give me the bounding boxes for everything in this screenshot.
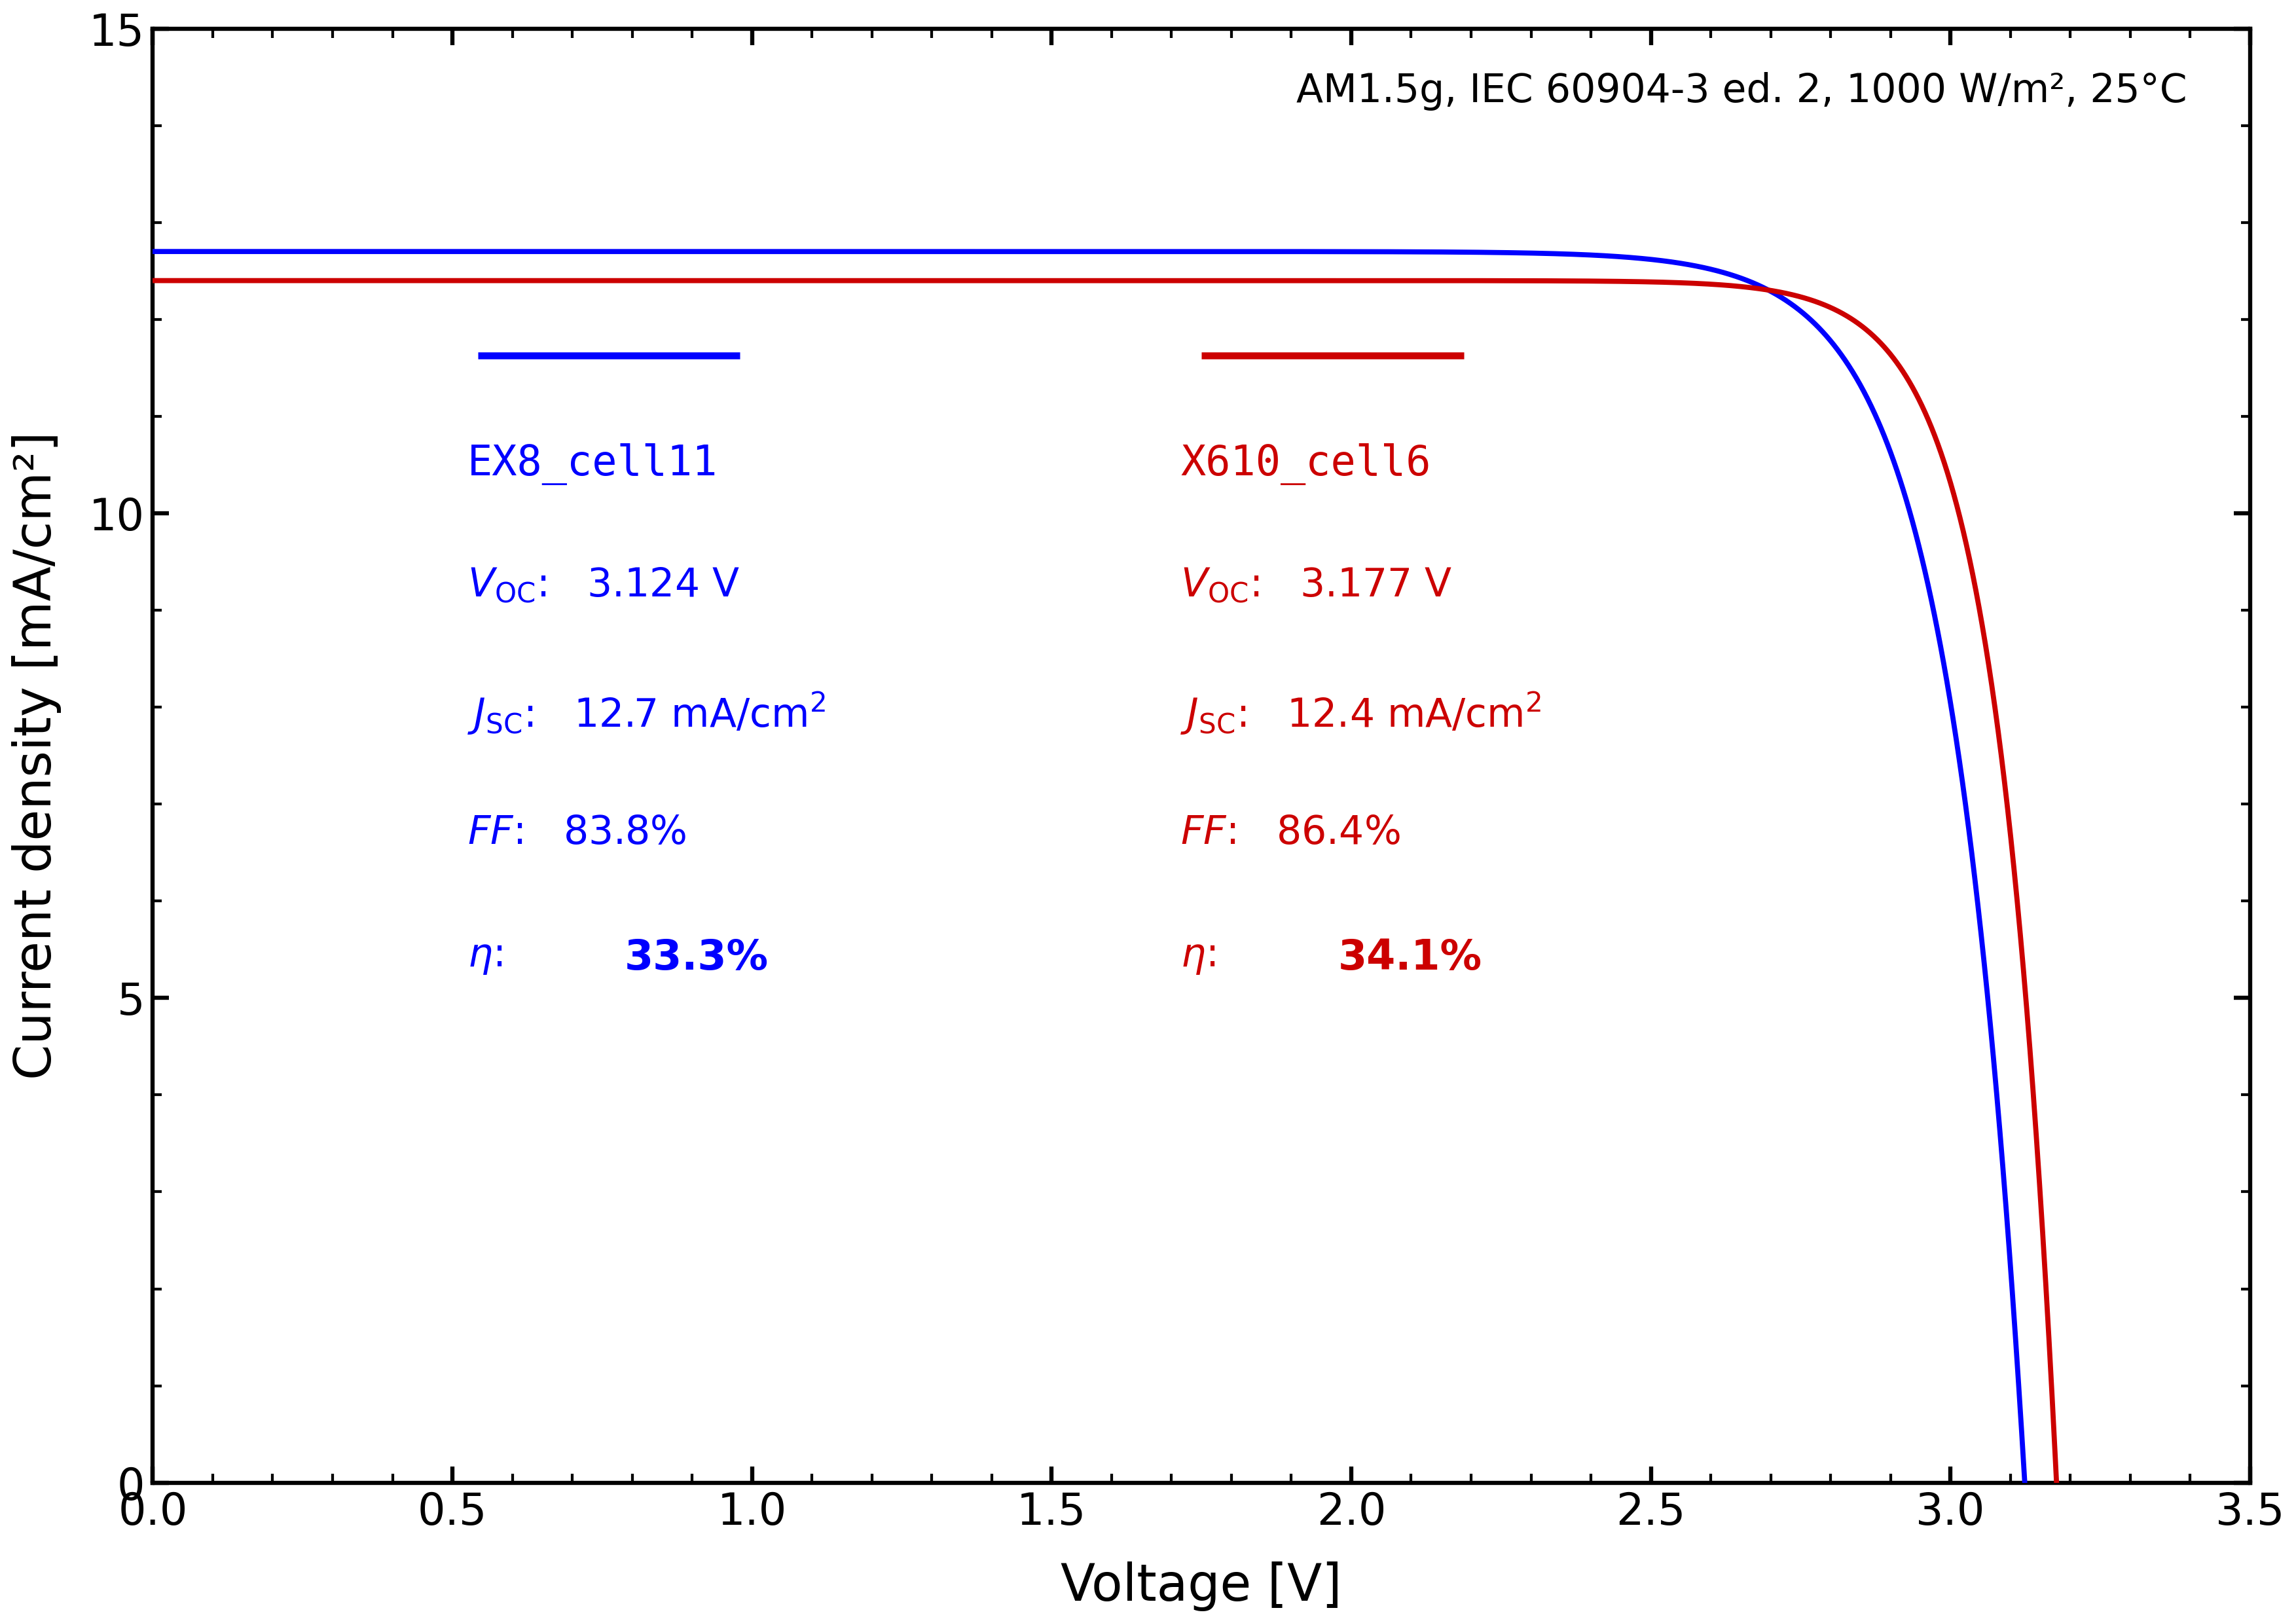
Text: EX8_cell11: EX8_cell11 bbox=[468, 443, 719, 485]
X-axis label: Voltage [V]: Voltage [V] bbox=[1061, 1561, 1341, 1612]
Y-axis label: Current density [mA/cm²]: Current density [mA/cm²] bbox=[11, 432, 62, 1079]
Text: 34.1%: 34.1% bbox=[1339, 938, 1481, 979]
Text: $V_\mathregular{OC}$:   3.177 V: $V_\mathregular{OC}$: 3.177 V bbox=[1180, 566, 1451, 605]
Text: $V_\mathregular{OC}$:   3.124 V: $V_\mathregular{OC}$: 3.124 V bbox=[468, 566, 739, 605]
Text: $J_\mathregular{SC}$:   12.7 mA/cm$^2$: $J_\mathregular{SC}$: 12.7 mA/cm$^2$ bbox=[468, 690, 824, 737]
Text: 33.3%: 33.3% bbox=[625, 938, 769, 979]
Text: $\mathit{FF}$:   86.4%: $\mathit{FF}$: 86.4% bbox=[1180, 813, 1401, 852]
Text: $\eta$:: $\eta$: bbox=[468, 938, 503, 975]
Text: X610_cell6: X610_cell6 bbox=[1180, 443, 1430, 485]
Text: $\mathit{FF}$:   83.8%: $\mathit{FF}$: 83.8% bbox=[468, 813, 687, 852]
Text: AM1.5g, IEC 60904-3 ed. 2, 1000 W/m², 25°C: AM1.5g, IEC 60904-3 ed. 2, 1000 W/m², 25… bbox=[1297, 71, 2186, 110]
Text: $\eta$:: $\eta$: bbox=[1180, 938, 1215, 975]
Text: $J_\mathregular{SC}$:   12.4 mA/cm$^2$: $J_\mathregular{SC}$: 12.4 mA/cm$^2$ bbox=[1180, 690, 1541, 737]
